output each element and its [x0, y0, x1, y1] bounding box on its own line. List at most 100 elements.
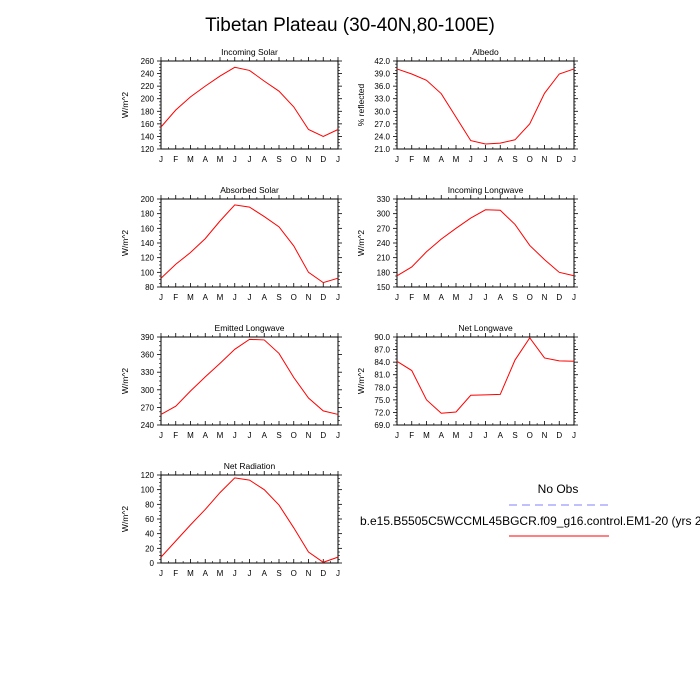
series-line-model — [160, 338, 339, 415]
x-tick-label: A — [262, 155, 268, 164]
y-tick-label: 330 — [377, 195, 391, 204]
y-tick-label: 0 — [150, 559, 155, 568]
x-tick-label: M — [423, 293, 430, 302]
x-tick-label: M — [423, 155, 430, 164]
x-tick-label: J — [484, 431, 488, 440]
y-tick-label: 180 — [377, 268, 391, 277]
y-tick-label: 300 — [141, 386, 155, 395]
x-tick-label: A — [262, 569, 268, 578]
x-tick-label: J — [395, 431, 399, 440]
x-tick-label: J — [336, 431, 340, 440]
x-tick-label: S — [512, 293, 517, 302]
x-tick-label: J — [572, 293, 576, 302]
x-tick-label: F — [409, 293, 414, 302]
x-tick-label: A — [203, 155, 209, 164]
x-tick-label: J — [336, 293, 340, 302]
series-line-model — [396, 209, 575, 277]
x-tick-label: J — [469, 293, 473, 302]
x-tick-label: M — [453, 155, 460, 164]
y-tick-label: 80 — [145, 500, 154, 509]
y-tick-label: 39.0 — [374, 70, 390, 79]
series-line-model — [396, 336, 575, 414]
x-tick-label: J — [233, 293, 237, 302]
y-tick-label: 150 — [377, 283, 391, 292]
x-tick-label: A — [262, 431, 268, 440]
panel-title: Absorbed Solar — [220, 185, 279, 195]
x-tick-label: S — [276, 293, 281, 302]
y-tick-label: 160 — [141, 224, 155, 233]
panel-title: Incoming Solar — [221, 47, 278, 57]
x-tick-label: J — [248, 155, 252, 164]
y-tick-label: 90.0 — [374, 333, 390, 342]
panel-title: Net Radiation — [224, 461, 276, 471]
x-tick-label: F — [173, 569, 178, 578]
x-tick-label: M — [217, 569, 224, 578]
x-tick-label: N — [542, 155, 548, 164]
y-axis-label: W/m^2 — [120, 368, 130, 394]
x-tick-label: A — [203, 293, 209, 302]
x-tick-label: A — [203, 569, 209, 578]
y-axis-label: W/m^2 — [120, 230, 130, 256]
x-tick-label: D — [320, 569, 326, 578]
x-tick-label: M — [453, 293, 460, 302]
y-tick-label: 240 — [141, 421, 155, 430]
y-tick-label: 210 — [377, 254, 391, 263]
y-tick-label: 100 — [141, 486, 155, 495]
x-tick-label: A — [262, 293, 268, 302]
x-tick-label: A — [439, 431, 445, 440]
x-tick-label: D — [320, 293, 326, 302]
x-tick-label: N — [306, 431, 312, 440]
y-tick-label: 84.0 — [374, 358, 390, 367]
y-tick-label: 78.0 — [374, 383, 390, 392]
y-tick-label: 42.0 — [374, 57, 390, 66]
x-tick-label: M — [453, 431, 460, 440]
y-tick-label: 87.0 — [374, 346, 390, 355]
x-tick-label: M — [187, 431, 194, 440]
x-tick-label: M — [187, 293, 194, 302]
x-tick-label: M — [187, 155, 194, 164]
y-tick-label: 75.0 — [374, 396, 390, 405]
x-tick-label: J — [336, 569, 340, 578]
y-tick-label: 200 — [141, 195, 155, 204]
x-tick-label: O — [527, 293, 533, 302]
x-tick-label: M — [423, 431, 430, 440]
y-tick-label: 330 — [141, 368, 155, 377]
y-axis-label: W/m^2 — [120, 92, 130, 118]
y-tick-label: 160 — [141, 120, 155, 129]
x-tick-label: A — [439, 293, 445, 302]
y-tick-label: 72.0 — [374, 408, 390, 417]
x-tick-label: S — [276, 569, 281, 578]
y-tick-label: 69.0 — [374, 421, 390, 430]
y-tick-label: 100 — [141, 268, 155, 277]
x-tick-label: J — [395, 155, 399, 164]
x-tick-label: S — [276, 431, 281, 440]
y-tick-label: 390 — [141, 333, 155, 342]
y-tick-label: 33.0 — [374, 95, 390, 104]
y-tick-label: 140 — [141, 132, 155, 141]
x-tick-label: J — [248, 431, 252, 440]
x-tick-label: O — [527, 431, 533, 440]
y-tick-label: 81.0 — [374, 371, 390, 380]
x-tick-label: J — [233, 155, 237, 164]
x-tick-label: M — [217, 431, 224, 440]
x-tick-label: S — [276, 155, 281, 164]
panel-title: Incoming Longwave — [448, 185, 524, 195]
x-tick-label: F — [173, 431, 178, 440]
x-tick-label: A — [203, 431, 209, 440]
y-tick-label: 27.0 — [374, 120, 390, 129]
figure-title: Tibetan Plateau (30-40N,80-100E) — [205, 15, 495, 36]
x-tick-label: J — [484, 155, 488, 164]
y-tick-label: 140 — [141, 239, 155, 248]
series-line-model — [396, 68, 575, 145]
x-tick-label: N — [306, 293, 312, 302]
y-tick-label: 270 — [377, 224, 391, 233]
y-tick-label: 180 — [141, 107, 155, 116]
x-tick-label: D — [556, 431, 562, 440]
y-tick-label: 80 — [145, 283, 154, 292]
x-tick-label: A — [498, 431, 504, 440]
x-tick-label: N — [542, 293, 548, 302]
